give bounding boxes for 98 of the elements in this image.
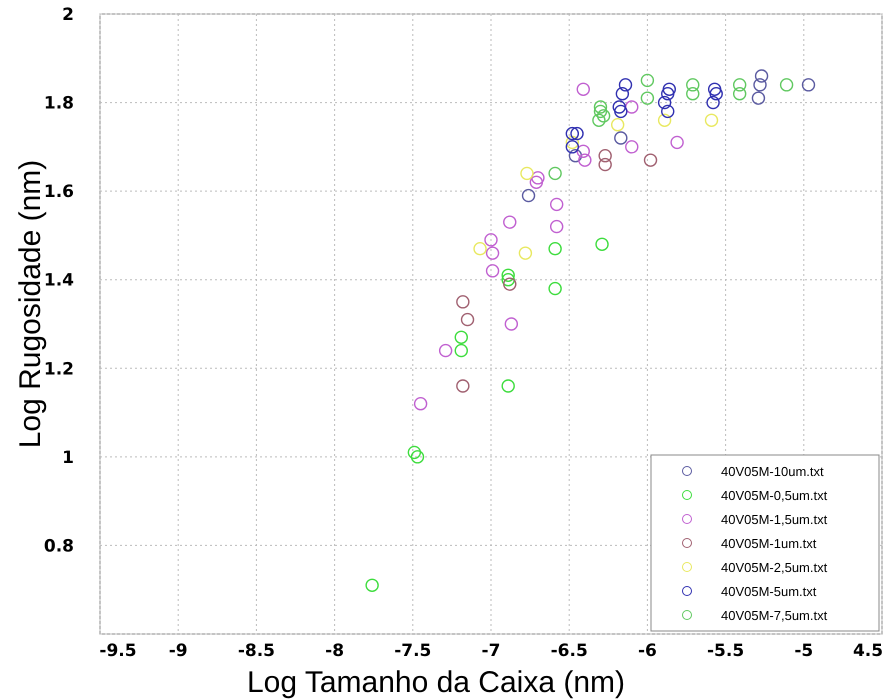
point	[460, 312, 474, 326]
x-tick-label: -8	[325, 641, 344, 661]
point	[548, 242, 562, 256]
point	[662, 82, 676, 96]
point	[531, 171, 545, 185]
point	[594, 100, 608, 114]
point	[592, 114, 606, 127]
point	[576, 144, 590, 158]
x-tick-label: -8.5	[238, 641, 275, 661]
point	[566, 136, 580, 150]
point	[454, 344, 468, 358]
point	[503, 277, 516, 291]
x-tick-label: -9.5	[99, 641, 137, 661]
point	[410, 450, 424, 464]
point	[520, 166, 534, 180]
x-axis-title: Log Tamanho da Caixa (nm)	[247, 666, 625, 699]
legend-label: 40V05M-0,5um.txt	[721, 488, 828, 503]
point	[566, 140, 580, 154]
legend-label: 40V05M-1um.txt	[721, 536, 817, 551]
point	[518, 246, 532, 260]
point	[612, 100, 626, 114]
point	[438, 344, 452, 358]
x-tick-label: 4.5	[852, 641, 884, 661]
point	[550, 220, 564, 234]
point	[578, 153, 592, 167]
x-tick-label: -6	[638, 641, 657, 661]
point	[640, 74, 654, 88]
point	[598, 149, 612, 162]
point	[708, 82, 722, 96]
point	[594, 104, 608, 118]
point	[570, 126, 584, 140]
point	[610, 118, 624, 132]
x-tick-label: -7.5	[394, 641, 432, 661]
point	[732, 87, 746, 100]
point	[548, 282, 562, 296]
y-tick-label: 1	[62, 448, 74, 468]
point	[502, 273, 515, 286]
point	[486, 246, 500, 260]
point	[486, 264, 500, 278]
point	[618, 78, 632, 92]
point	[595, 238, 609, 251]
x-tick-label: -9	[168, 641, 188, 661]
point	[706, 96, 720, 110]
point	[686, 78, 700, 92]
point	[752, 91, 766, 105]
point	[596, 109, 610, 123]
point	[568, 149, 582, 162]
legend-label: 40V05M-5um.txt	[721, 584, 817, 599]
point	[408, 446, 422, 460]
point	[780, 78, 794, 92]
point	[644, 153, 658, 167]
point	[504, 317, 518, 331]
legend-label: 40V05M-2,5um.txt	[721, 560, 828, 575]
point	[576, 82, 590, 96]
x-tick-label: -6.5	[550, 641, 588, 661]
point	[548, 166, 562, 180]
point	[732, 78, 746, 92]
point	[710, 87, 723, 100]
y-tick-label: 1.8	[44, 94, 74, 114]
legend-label: 40V05M-10um.txt	[721, 464, 824, 479]
legend-label: 40V05M-1,5um.txt	[721, 512, 828, 527]
point	[473, 242, 487, 256]
point	[456, 295, 470, 309]
point	[365, 578, 379, 592]
point	[661, 87, 674, 100]
point	[566, 126, 580, 140]
point	[502, 268, 515, 282]
x-tick-label: -5	[794, 641, 814, 661]
point	[550, 198, 564, 212]
point	[704, 114, 718, 127]
point	[598, 158, 612, 172]
legend-label: 40V05M-7,5um.txt	[721, 608, 828, 623]
point	[658, 96, 672, 110]
x-tick-label: -5.5	[707, 641, 744, 661]
point	[503, 215, 516, 229]
point	[754, 69, 768, 83]
point	[661, 104, 674, 118]
point	[625, 100, 638, 114]
y-tick-label: 0.8	[44, 536, 74, 556]
y-tick-label: 2	[62, 5, 74, 25]
point	[802, 78, 816, 92]
point	[522, 188, 536, 202]
point	[530, 176, 544, 189]
point	[658, 114, 672, 127]
point	[614, 131, 628, 145]
point	[616, 87, 630, 100]
point	[614, 104, 628, 118]
point	[414, 397, 428, 410]
point	[456, 379, 470, 393]
x-tick-label: -7	[482, 641, 500, 661]
point	[670, 136, 684, 150]
point	[454, 330, 468, 344]
point	[640, 91, 654, 105]
point	[686, 87, 700, 100]
point	[625, 140, 638, 154]
point	[753, 78, 767, 92]
point	[484, 233, 498, 247]
point	[502, 379, 515, 393]
